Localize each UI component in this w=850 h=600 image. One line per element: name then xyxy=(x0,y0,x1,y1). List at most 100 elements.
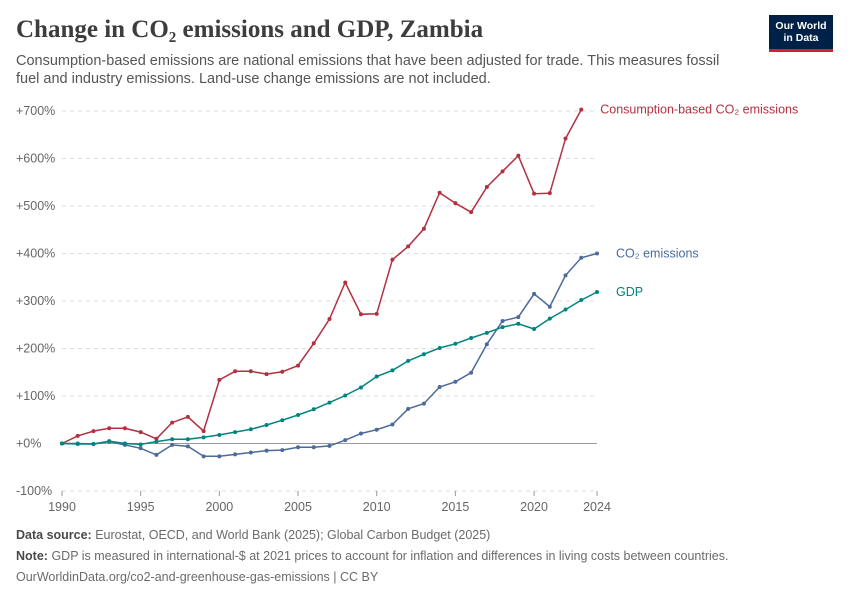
data-point[interactable] xyxy=(579,255,584,260)
series-line[interactable] xyxy=(61,291,598,446)
data-point[interactable] xyxy=(75,441,80,446)
data-point[interactable] xyxy=(390,368,395,373)
data-point[interactable] xyxy=(248,369,253,374)
data-point[interactable] xyxy=(138,442,143,447)
data-point[interactable] xyxy=(484,342,489,347)
data-point[interactable] xyxy=(311,341,316,346)
series-label[interactable]: GDP xyxy=(616,285,643,299)
data-point[interactable] xyxy=(453,379,458,384)
data-point[interactable] xyxy=(595,251,599,256)
data-point[interactable] xyxy=(595,289,599,294)
data-point[interactable] xyxy=(280,448,285,453)
series-group[interactable] xyxy=(60,289,599,447)
data-point[interactable] xyxy=(579,298,584,303)
data-point[interactable] xyxy=(469,370,474,375)
data-point[interactable] xyxy=(217,432,222,437)
data-point[interactable] xyxy=(296,363,301,368)
data-point[interactable] xyxy=(406,358,411,363)
data-point[interactable] xyxy=(484,185,489,189)
data-point[interactable] xyxy=(233,452,238,457)
data-point[interactable] xyxy=(563,273,568,278)
data-point[interactable] xyxy=(390,257,395,262)
data-point[interactable] xyxy=(579,107,584,112)
data-point[interactable] xyxy=(91,441,96,446)
data-point[interactable] xyxy=(185,414,190,419)
data-point[interactable] xyxy=(233,430,238,435)
data-point[interactable] xyxy=(170,437,175,442)
data-point[interactable] xyxy=(201,454,206,459)
data-point[interactable] xyxy=(264,372,269,377)
data-point[interactable] xyxy=(532,327,537,332)
data-point[interactable] xyxy=(358,385,363,390)
data-point[interactable] xyxy=(532,291,537,296)
data-point[interactable] xyxy=(547,316,552,321)
data-point[interactable] xyxy=(327,400,332,405)
data-point[interactable] xyxy=(516,321,521,326)
data-point[interactable] xyxy=(437,190,442,195)
data-point[interactable] xyxy=(358,431,363,436)
data-point[interactable] xyxy=(421,226,426,231)
data-point[interactable] xyxy=(453,201,458,206)
data-point[interactable] xyxy=(154,439,159,444)
data-point[interactable] xyxy=(516,153,521,158)
series-group[interactable] xyxy=(60,251,599,459)
data-point[interactable] xyxy=(358,312,363,317)
owid-link[interactable]: OurWorldinData.org/co2-and-greenhouse-ga… xyxy=(16,570,330,584)
data-point[interactable] xyxy=(374,427,379,432)
series-group[interactable] xyxy=(60,107,584,446)
data-point[interactable] xyxy=(421,401,426,406)
data-point[interactable] xyxy=(138,430,143,435)
data-point[interactable] xyxy=(217,377,222,382)
data-point[interactable] xyxy=(185,437,190,442)
data-point[interactable] xyxy=(437,346,442,351)
data-point[interactable] xyxy=(280,418,285,423)
data-point[interactable] xyxy=(154,436,159,441)
data-point[interactable] xyxy=(233,369,238,374)
data-point[interactable] xyxy=(500,318,505,323)
data-point[interactable] xyxy=(170,442,175,447)
data-point[interactable] xyxy=(343,280,348,285)
data-point[interactable] xyxy=(563,307,568,312)
data-point[interactable] xyxy=(296,413,301,417)
data-point[interactable] xyxy=(122,441,127,446)
data-point[interactable] xyxy=(107,439,112,444)
data-point[interactable] xyxy=(327,317,332,322)
data-point[interactable] xyxy=(500,325,505,330)
data-point[interactable] xyxy=(406,406,411,411)
data-point[interactable] xyxy=(421,352,426,357)
data-point[interactable] xyxy=(296,445,301,450)
data-point[interactable] xyxy=(532,191,537,196)
data-point[interactable] xyxy=(453,341,458,346)
data-point[interactable] xyxy=(75,433,80,438)
data-point[interactable] xyxy=(280,369,285,374)
data-point[interactable] xyxy=(327,443,332,448)
data-point[interactable] xyxy=(60,441,64,446)
owid-logo[interactable]: Our World in Data xyxy=(769,15,833,52)
series-label[interactable]: CO₂ emissions xyxy=(616,247,699,261)
data-point[interactable] xyxy=(217,454,222,459)
data-point[interactable] xyxy=(248,427,253,432)
data-point[interactable] xyxy=(343,393,348,398)
data-point[interactable] xyxy=(406,244,411,249)
data-point[interactable] xyxy=(547,304,552,309)
data-point[interactable] xyxy=(264,448,269,453)
data-point[interactable] xyxy=(374,311,379,316)
data-point[interactable] xyxy=(154,452,159,457)
series-line[interactable] xyxy=(61,109,582,445)
data-point[interactable] xyxy=(437,384,442,389)
data-point[interactable] xyxy=(563,136,568,141)
data-point[interactable] xyxy=(264,422,269,427)
data-point[interactable] xyxy=(170,420,175,425)
data-point[interactable] xyxy=(516,315,521,320)
data-point[interactable] xyxy=(311,445,316,450)
data-point[interactable] xyxy=(547,191,552,196)
data-point[interactable] xyxy=(201,435,206,440)
series-label[interactable]: Consumption-based CO₂ emissions xyxy=(600,103,798,117)
data-point[interactable] xyxy=(500,169,505,174)
data-point[interactable] xyxy=(469,210,474,215)
series-line[interactable] xyxy=(62,252,598,458)
data-point[interactable] xyxy=(201,429,206,434)
data-point[interactable] xyxy=(122,426,127,431)
data-point[interactable] xyxy=(185,444,190,449)
data-point[interactable] xyxy=(311,407,316,412)
